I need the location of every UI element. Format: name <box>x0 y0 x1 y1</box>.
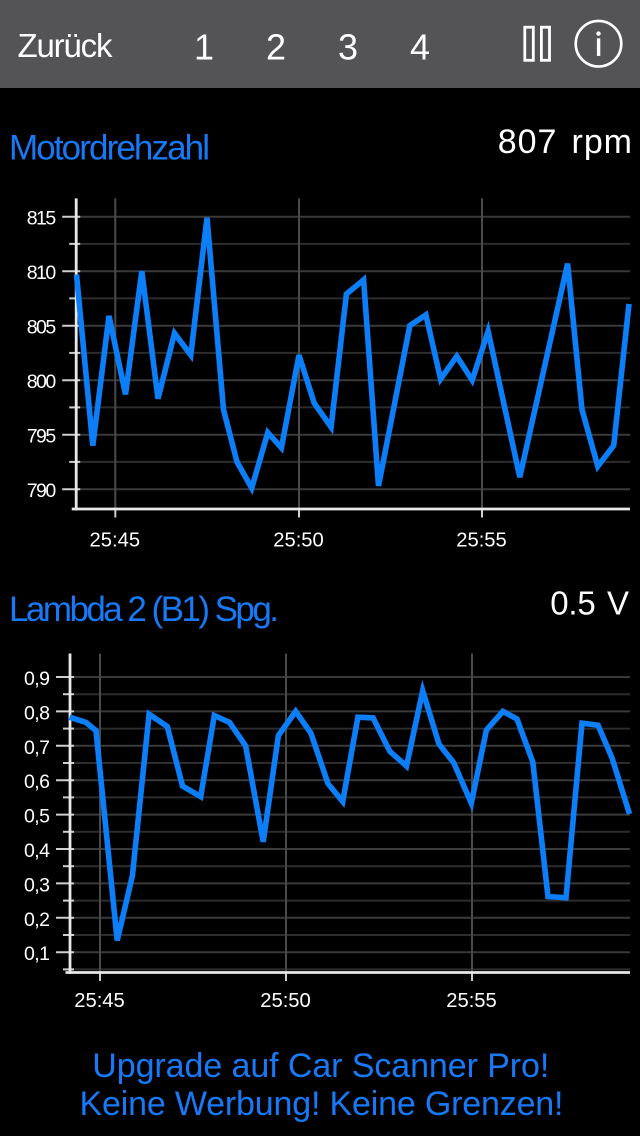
svg-text:795: 795 <box>27 426 57 448</box>
svg-text:25:45: 25:45 <box>90 529 141 551</box>
svg-text:25:50: 25:50 <box>273 529 324 551</box>
svg-text:2: 2 <box>266 27 286 68</box>
svg-text:25:55: 25:55 <box>446 990 497 1012</box>
svg-text:25:50: 25:50 <box>260 990 311 1012</box>
svg-text:800: 800 <box>27 371 57 393</box>
svg-text:4: 4 <box>410 27 430 68</box>
svg-text:0,7: 0,7 <box>24 737 50 759</box>
svg-text:25:45: 25:45 <box>74 990 125 1012</box>
svg-text:Motordrehzahl: Motordrehzahl <box>9 129 210 168</box>
svg-text:1: 1 <box>194 27 214 68</box>
svg-text:Zurück: Zurück <box>18 27 114 64</box>
svg-text:0.5 V: 0.5 V <box>550 585 629 622</box>
svg-text:0,1: 0,1 <box>24 943 50 965</box>
svg-text:790: 790 <box>27 480 57 502</box>
svg-text:25:55: 25:55 <box>456 529 507 551</box>
svg-text:Lambda 2 (B1) Spg.: Lambda 2 (B1) Spg. <box>9 590 279 629</box>
svg-text:815: 815 <box>27 208 57 230</box>
svg-text:3: 3 <box>338 27 358 68</box>
svg-text:0,5: 0,5 <box>24 806 50 828</box>
svg-text:805: 805 <box>27 317 57 339</box>
svg-text:Keine Werbung! Keine Grenzen!: Keine Werbung! Keine Grenzen! <box>80 1085 564 1123</box>
svg-text:0,6: 0,6 <box>24 771 50 793</box>
svg-text:Upgrade auf Car Scanner Pro!: Upgrade auf Car Scanner Pro! <box>92 1047 549 1085</box>
svg-text:807 rpm: 807 rpm <box>498 123 632 161</box>
svg-text:810: 810 <box>27 262 57 284</box>
svg-text:0,4: 0,4 <box>24 840 50 862</box>
svg-text:0,8: 0,8 <box>24 702 50 724</box>
svg-text:0,3: 0,3 <box>24 874 50 896</box>
svg-text:0,9: 0,9 <box>24 668 50 690</box>
svg-text:0,2: 0,2 <box>24 909 50 931</box>
